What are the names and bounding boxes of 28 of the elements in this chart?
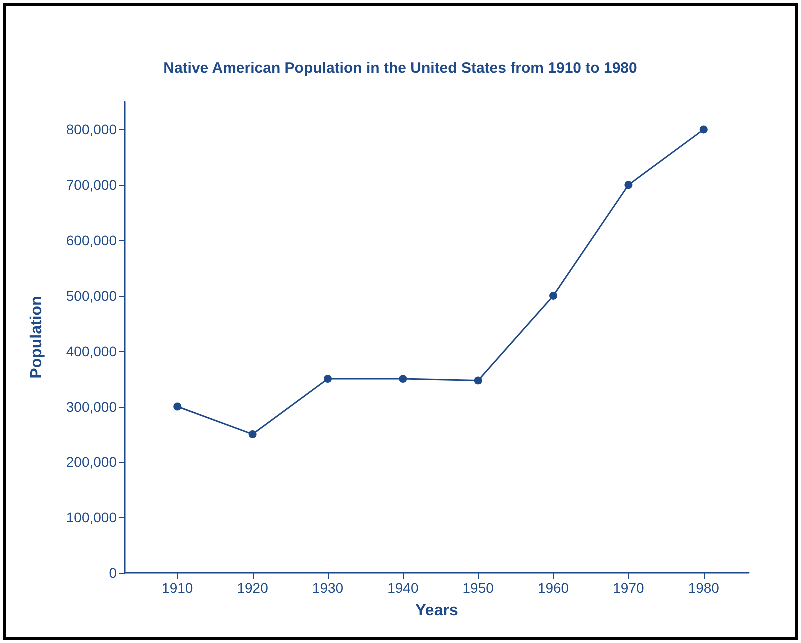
y-tick-label: 300,000 xyxy=(66,398,118,415)
x-tick-label: 1960 xyxy=(538,580,570,596)
x-tick-label: 1930 xyxy=(312,580,344,596)
chart-title: Native American Population in the United States from 1910 to 1980 xyxy=(164,60,638,77)
y-axis-title: Population xyxy=(28,296,46,379)
x-tick-label: 1980 xyxy=(688,580,720,596)
y-tick-label: 600,000 xyxy=(66,232,118,249)
point xyxy=(324,375,332,384)
point xyxy=(248,430,257,438)
x-tick-label: 1940 xyxy=(388,580,419,596)
x-tick-label: 1920 xyxy=(237,580,269,596)
y-tick-label: 0 xyxy=(109,565,118,581)
y-tick-label: 700,000 xyxy=(66,177,118,194)
point xyxy=(550,292,558,300)
y-tick-label: 500,000 xyxy=(66,288,118,304)
y-tick-label: 400,000 xyxy=(66,343,118,360)
x-tick-label: 1910 xyxy=(162,580,194,596)
point xyxy=(700,126,708,134)
point xyxy=(624,181,633,190)
x-tick-label: 1970 xyxy=(613,580,644,596)
y-tick-label: 800,000 xyxy=(66,122,118,138)
y-tick-label: 200,000 xyxy=(66,454,118,470)
point xyxy=(474,376,482,385)
x-axis-title: Years xyxy=(416,602,458,620)
y-tick-label: 100,000 xyxy=(66,510,118,526)
x-tick-label: 1950 xyxy=(462,580,494,596)
point xyxy=(399,375,408,384)
point xyxy=(174,402,182,411)
